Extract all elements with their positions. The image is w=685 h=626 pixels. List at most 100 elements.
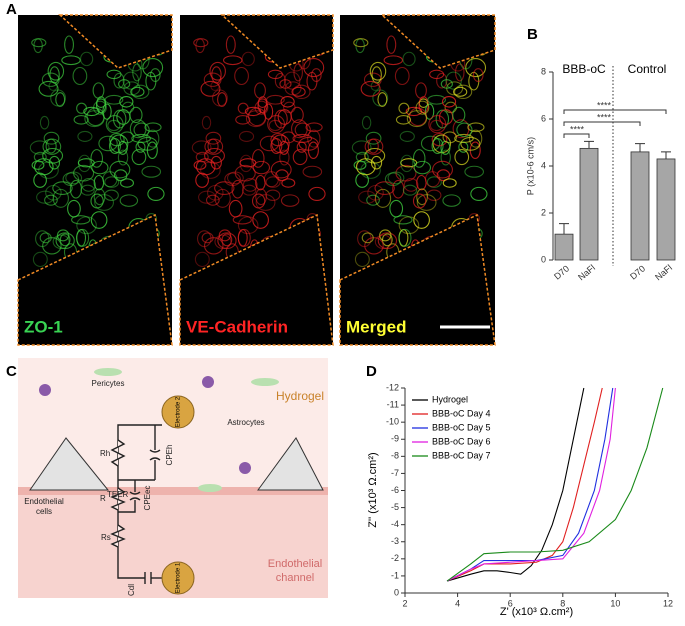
cell-outline — [464, 165, 484, 178]
component-label: Rh — [100, 449, 110, 458]
cell-outline — [130, 86, 145, 97]
cell-outline — [279, 149, 290, 166]
cell-outline — [73, 164, 95, 182]
y-tick-label: -4 — [391, 519, 399, 529]
cell-outline — [254, 82, 266, 99]
x-tick-label: D70 — [628, 263, 647, 281]
cell-outline — [122, 71, 140, 90]
cell-outline — [252, 160, 271, 175]
cell-outline — [146, 129, 160, 148]
cell-outline — [416, 174, 427, 191]
cell-outline — [231, 179, 244, 199]
cell-outline — [237, 102, 249, 114]
cell-outline — [265, 176, 281, 188]
astrocyte — [202, 376, 214, 388]
astrocyte — [239, 462, 251, 474]
cell-outline — [133, 122, 150, 138]
legend-label: BBB-oC Day 4 — [432, 408, 491, 418]
pericyte — [251, 378, 279, 386]
bar — [630, 151, 650, 261]
cell-outline — [470, 186, 488, 202]
cell-outline — [69, 179, 83, 199]
cell-outline — [119, 178, 135, 188]
cell-outline — [245, 110, 267, 128]
cell-outline — [106, 69, 122, 80]
cell-outline — [440, 149, 451, 166]
cell-outline — [426, 176, 442, 188]
cell-outline — [232, 215, 252, 225]
cell-outline — [234, 66, 249, 86]
cell-outline — [201, 232, 214, 244]
cell-outline — [73, 114, 89, 125]
cell-outline — [255, 174, 266, 191]
caption: VE-Cadherin — [186, 317, 288, 336]
cell-outline — [374, 188, 392, 208]
component-label: Cdl — [127, 584, 136, 596]
cell-outline — [147, 186, 165, 202]
cell-outline — [281, 131, 296, 144]
cell-outline — [47, 61, 65, 81]
cell-outline — [42, 138, 62, 155]
cell-outline — [432, 134, 452, 154]
y-axis-label: Z'' (x10³ Ω.cm²) — [367, 452, 379, 527]
mask-triangle — [380, 14, 496, 69]
electrode-wall — [257, 437, 324, 491]
cell-outline — [65, 171, 83, 185]
y-tick-label: -3 — [391, 536, 399, 546]
cell-outline — [64, 35, 75, 54]
cell-outline — [302, 165, 323, 178]
cell-outline — [370, 155, 383, 170]
cell-outline — [225, 35, 236, 54]
pericyte — [94, 368, 122, 376]
cell-outline — [217, 92, 227, 107]
cell-outline — [241, 51, 255, 67]
cell-outline — [440, 79, 453, 89]
cell-outline — [392, 179, 405, 199]
cell-label: cells — [36, 507, 52, 516]
cell-outline — [416, 194, 437, 211]
cell-outline — [80, 184, 95, 196]
cell-outline — [383, 55, 403, 66]
cell-outline — [210, 155, 222, 170]
cell-outline — [395, 114, 412, 125]
electrode-wall — [29, 437, 110, 491]
cell-outline — [76, 102, 88, 114]
cell-outline — [117, 149, 129, 166]
cell-outline — [32, 251, 48, 268]
cell-outline — [239, 154, 253, 173]
cell-outline — [61, 55, 81, 66]
circuit-diagram: Electrode 2 Electrode 1 Hydrogel Pericyt… — [18, 358, 328, 598]
cell-outline — [254, 100, 269, 115]
cell-outline — [379, 229, 392, 242]
cell-outline — [118, 79, 131, 89]
cell-outline — [119, 95, 134, 108]
region-label: channel — [276, 572, 315, 584]
cell-outline — [292, 149, 308, 166]
cell-outline — [104, 176, 120, 188]
cell-outline — [201, 115, 212, 130]
cell-outline — [217, 232, 237, 250]
cell-outline — [364, 237, 384, 255]
cell-outline — [374, 181, 395, 195]
cell-outline — [311, 68, 322, 82]
x-tick-label: 4 — [455, 598, 460, 608]
cell-outline — [270, 160, 292, 179]
cell-outline — [77, 130, 93, 142]
cell-outline — [237, 228, 251, 247]
legend-label: Hydrogel — [432, 394, 468, 404]
error-bar — [661, 151, 671, 159]
panel-label: D — [366, 363, 377, 380]
cell-outline — [442, 178, 457, 188]
cell-outline — [267, 115, 285, 134]
significance-bracket — [563, 109, 667, 114]
cell-outline — [42, 237, 62, 255]
cell-outline — [454, 149, 470, 166]
cell-outline — [293, 63, 303, 82]
cell-outline — [228, 199, 243, 218]
cell-outline — [441, 95, 457, 108]
cell-outline — [84, 110, 105, 128]
y-tick-label: -10 — [386, 417, 399, 427]
cell-outline — [251, 149, 265, 168]
y-tick-label: -7 — [391, 468, 399, 478]
cell-outline — [234, 164, 256, 182]
